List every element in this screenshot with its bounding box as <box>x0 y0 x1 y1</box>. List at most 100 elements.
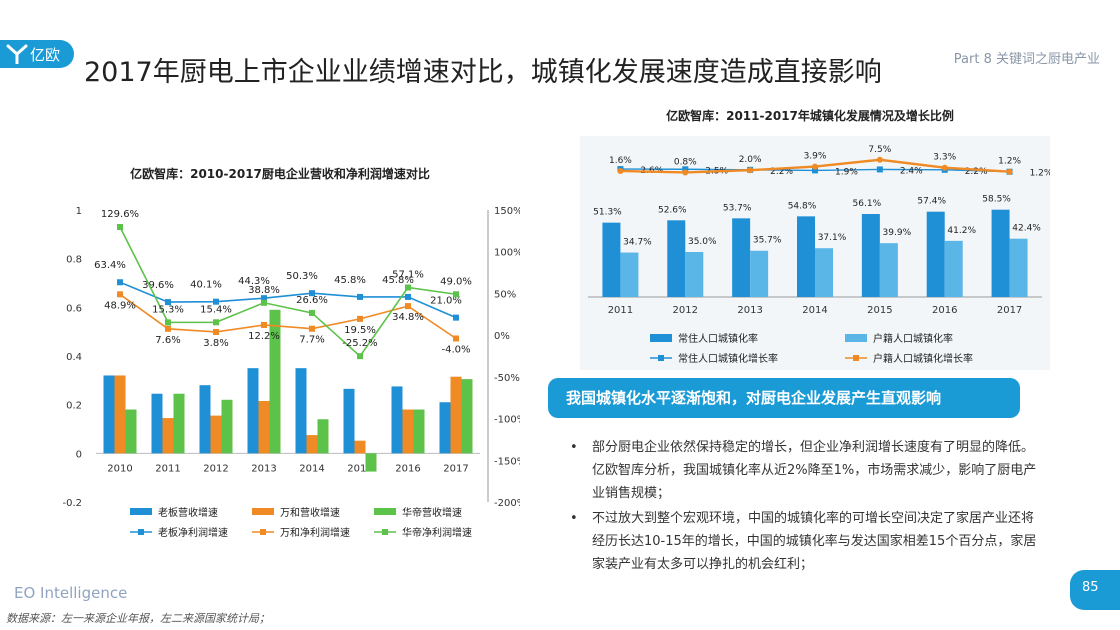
legend-label: 常住人口城镇化率 <box>678 332 758 345</box>
line-point <box>682 169 689 176</box>
category-label: 2015 <box>867 305 892 316</box>
line-point <box>453 291 459 298</box>
legend-label: 万和净利润增速 <box>280 526 350 539</box>
bar-laoban-revenue <box>343 388 355 454</box>
line-point <box>117 224 123 231</box>
bullet-list: • 部分厨电企业依然保持稳定的增长，但企业净利润增长速度有了明显的降低。亿欧智库分… <box>570 436 1040 578</box>
line-point <box>812 167 818 174</box>
page-number-box: 85 <box>1070 570 1120 610</box>
category-label: 2011 <box>608 305 633 316</box>
data-label: 34.8% <box>392 312 424 323</box>
right-tick-label: 50% <box>494 289 516 300</box>
data-label: 7.5% <box>868 145 891 155</box>
left-tick-label: 0.8 <box>66 255 82 266</box>
data-label: 49.0% <box>440 276 472 287</box>
data-label: 12.2% <box>248 331 280 342</box>
line-point <box>747 167 754 174</box>
line-point <box>617 167 624 174</box>
bar-laoban-revenue <box>247 368 259 454</box>
right-tick-label: -50% <box>494 373 520 384</box>
data-label: 7.7% <box>299 335 324 346</box>
bar-resident-rate <box>602 222 621 297</box>
left-tick-label: 0.6 <box>66 303 82 314</box>
bar-household-rate <box>685 252 704 297</box>
legend-swatch-marker <box>853 355 859 361</box>
source-note: 数据来源：左一来源企业年报，左二来源国家统计局； <box>6 612 270 625</box>
bar-data-label: 35.0% <box>688 237 717 247</box>
bar-laoban-revenue <box>439 402 451 454</box>
category-label: 2014 <box>802 305 827 316</box>
data-label: 40.1% <box>190 280 222 291</box>
bar-resident-rate <box>991 209 1010 297</box>
bar-laoban-revenue <box>151 393 163 454</box>
legend-label: 户籍人口城镇化率 <box>873 332 953 345</box>
legend-swatch <box>650 334 672 342</box>
left-tick-label: 1 <box>76 206 82 217</box>
bar-laoban-revenue <box>199 385 211 454</box>
bar-resident-rate <box>926 211 945 297</box>
category-label: 2014 <box>299 463 324 474</box>
category-label: 2010 <box>107 463 132 474</box>
data-label: 1.6% <box>609 156 632 166</box>
data-label: -25.2% <box>342 338 377 349</box>
legend-label: 华帝净利润增速 <box>402 526 472 539</box>
bar-resident-rate <box>861 214 880 297</box>
category-label: 2013 <box>737 305 762 316</box>
line-point <box>213 328 219 335</box>
legend-swatch-marker <box>658 355 664 361</box>
bullet-item: • 部分厨电企业依然保持稳定的增长，但企业净利润增长速度有了明显的降低。亿欧智库分… <box>570 436 1040 505</box>
line-series <box>119 293 457 340</box>
bar-data-label: 51.3% <box>593 208 622 218</box>
legend-label: 老板营收增速 <box>158 506 218 519</box>
bar-resident-rate <box>797 216 815 297</box>
line-point <box>165 325 171 332</box>
urbanization-chart: 亿欧智库：2011-2017年城镇化发展情况及增长比例 51.3% 52.6% 53.… <box>580 108 1050 370</box>
data-label: 48.9% <box>104 300 136 311</box>
category-label: 2016 <box>395 463 420 474</box>
line-point <box>213 319 219 326</box>
footer-brand: EO Intelligence <box>14 584 128 602</box>
bar-resident-rate <box>732 218 751 297</box>
bar-huadi-revenue <box>125 409 137 454</box>
bar-wanhe-revenue <box>450 376 462 454</box>
bar-data-label: 35.7% <box>753 236 782 246</box>
bar-data-label: 34.7% <box>623 238 652 248</box>
line-point <box>357 293 363 300</box>
line-point <box>357 315 363 322</box>
legend-label: 万和营收增速 <box>280 506 340 519</box>
data-label: 2.4% <box>900 166 923 176</box>
bar-huadi-revenue <box>413 409 425 454</box>
bar-data-label: 53.7% <box>723 203 752 213</box>
bar-laoban-revenue <box>103 375 115 454</box>
right-tick-label: 0% <box>494 331 510 342</box>
line-point <box>261 299 267 306</box>
bar-data-label: 57.4% <box>917 197 946 207</box>
line-series <box>119 281 457 319</box>
data-label: 15.4% <box>200 304 232 315</box>
bar-resident-rate <box>667 220 686 297</box>
line-point <box>941 164 948 171</box>
bullet-symbol: • <box>570 511 578 526</box>
bar-household-rate <box>879 243 898 297</box>
data-label: 1.2% <box>998 157 1021 167</box>
data-label: 2.2% <box>965 167 988 177</box>
data-label: 45.8% <box>382 275 414 286</box>
right-tick-label: 100% <box>494 248 520 259</box>
line-point <box>453 335 459 342</box>
line-point <box>165 299 171 306</box>
line-point <box>309 309 315 316</box>
line-point <box>357 353 363 360</box>
category-label: 2017 <box>443 463 468 474</box>
legend-swatch-marker <box>260 529 266 535</box>
data-label: 129.6% <box>101 209 139 220</box>
legend-swatch-marker <box>382 529 388 535</box>
data-label: 7.6% <box>155 335 180 346</box>
line-point <box>812 163 818 170</box>
category-label: 2015 <box>347 463 372 474</box>
page-number: 85 <box>1082 580 1099 595</box>
bar-wanhe-revenue <box>258 401 270 454</box>
data-label: 57.1% <box>392 270 424 281</box>
bar-wanhe-revenue <box>306 435 318 454</box>
data-label: -4.0% <box>441 344 470 355</box>
bar-wanhe-revenue <box>210 415 222 454</box>
